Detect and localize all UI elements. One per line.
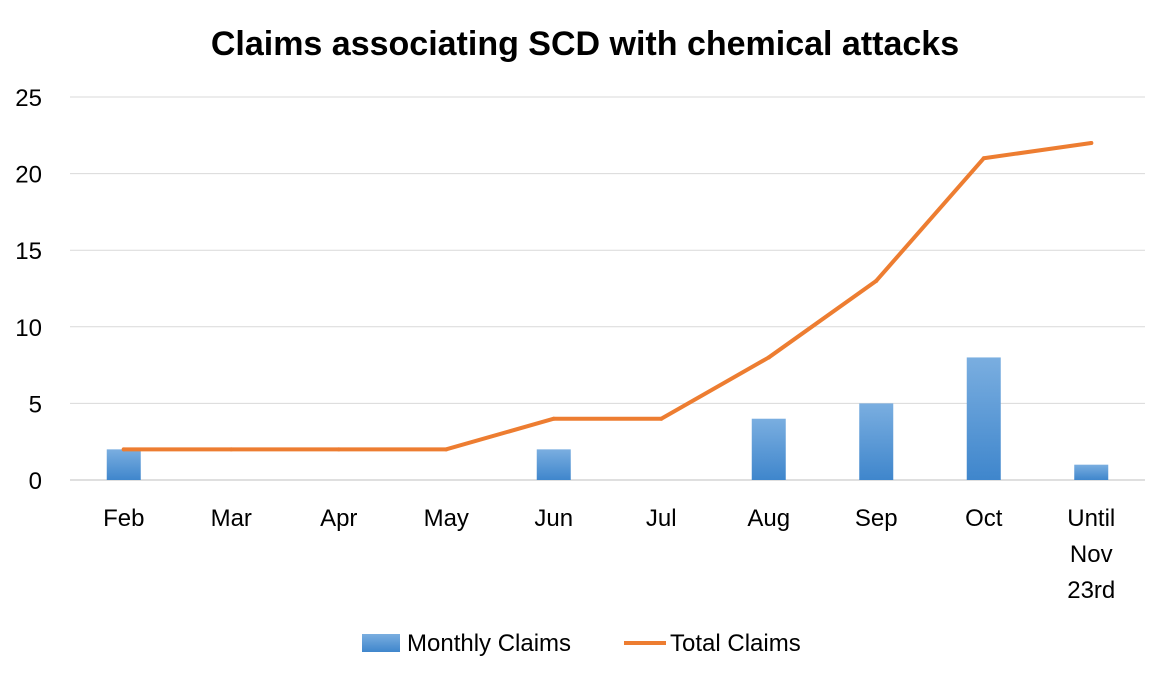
x-tick-label: Sep — [855, 505, 898, 532]
total-claims-point — [659, 416, 664, 421]
y-tick-label: 25 — [15, 85, 42, 112]
x-tick-label: 23rd — [1067, 577, 1115, 604]
x-tick-label: May — [424, 505, 469, 532]
y-tick-label: 15 — [15, 238, 42, 265]
bar-monthly-claims — [966, 357, 1001, 480]
x-tick-label: Mar — [211, 505, 252, 532]
bar-monthly-claims — [859, 403, 894, 480]
x-tick-label: Jun — [534, 505, 573, 532]
x-tick-label: Apr — [320, 505, 357, 532]
total-claims-point — [1089, 140, 1094, 145]
bar-monthly-claims — [106, 449, 141, 480]
bar-monthly-claims — [751, 418, 786, 480]
x-tick-label: Jul — [646, 505, 677, 532]
legend-label-total-claims: Total Claims — [670, 630, 801, 657]
total-claims-point — [766, 355, 771, 360]
bar-monthly-claims — [1074, 464, 1109, 480]
chart-title: Claims associating SCD with chemical att… — [211, 25, 959, 63]
total-claims-point — [551, 416, 556, 421]
y-tick-label: 5 — [29, 391, 42, 418]
bar-monthly-claims — [536, 449, 571, 480]
total-claims-point — [981, 156, 986, 161]
total-claims-point — [444, 447, 449, 452]
y-tick-label: 10 — [15, 315, 42, 342]
legend: Monthly Claims Total Claims — [362, 630, 801, 657]
y-tick-label: 0 — [29, 468, 42, 495]
gridlines — [70, 96, 1145, 481]
y-tick-label: 20 — [15, 162, 42, 189]
total-claims-point — [229, 447, 234, 452]
total-claims-line-group — [121, 140, 1094, 452]
legend-swatch-monthly-claims — [362, 634, 400, 652]
x-tick-label: Oct — [965, 505, 1003, 532]
x-tick-label: Nov — [1070, 541, 1113, 568]
x-tick-label: Aug — [747, 505, 790, 532]
total-claims-point — [874, 278, 879, 283]
x-tick-label: Feb — [103, 505, 144, 532]
legend-label-monthly-claims: Monthly Claims — [407, 630, 571, 657]
x-axis-ticks: Feb Mar Apr May Jun Jul Aug Sep Oct Until Nov 23rd — [103, 505, 1115, 604]
y-axis-ticks: 0 5 10 15 20 25 — [15, 85, 42, 495]
total-claims-point — [336, 447, 341, 452]
x-tick-label: Until — [1067, 505, 1115, 532]
total-claims-point — [121, 447, 126, 452]
monthly-claims-bars — [106, 357, 1109, 480]
total-claims-line — [121, 140, 1094, 452]
